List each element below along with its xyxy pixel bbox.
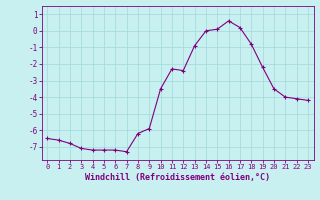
X-axis label: Windchill (Refroidissement éolien,°C): Windchill (Refroidissement éolien,°C) [85,173,270,182]
